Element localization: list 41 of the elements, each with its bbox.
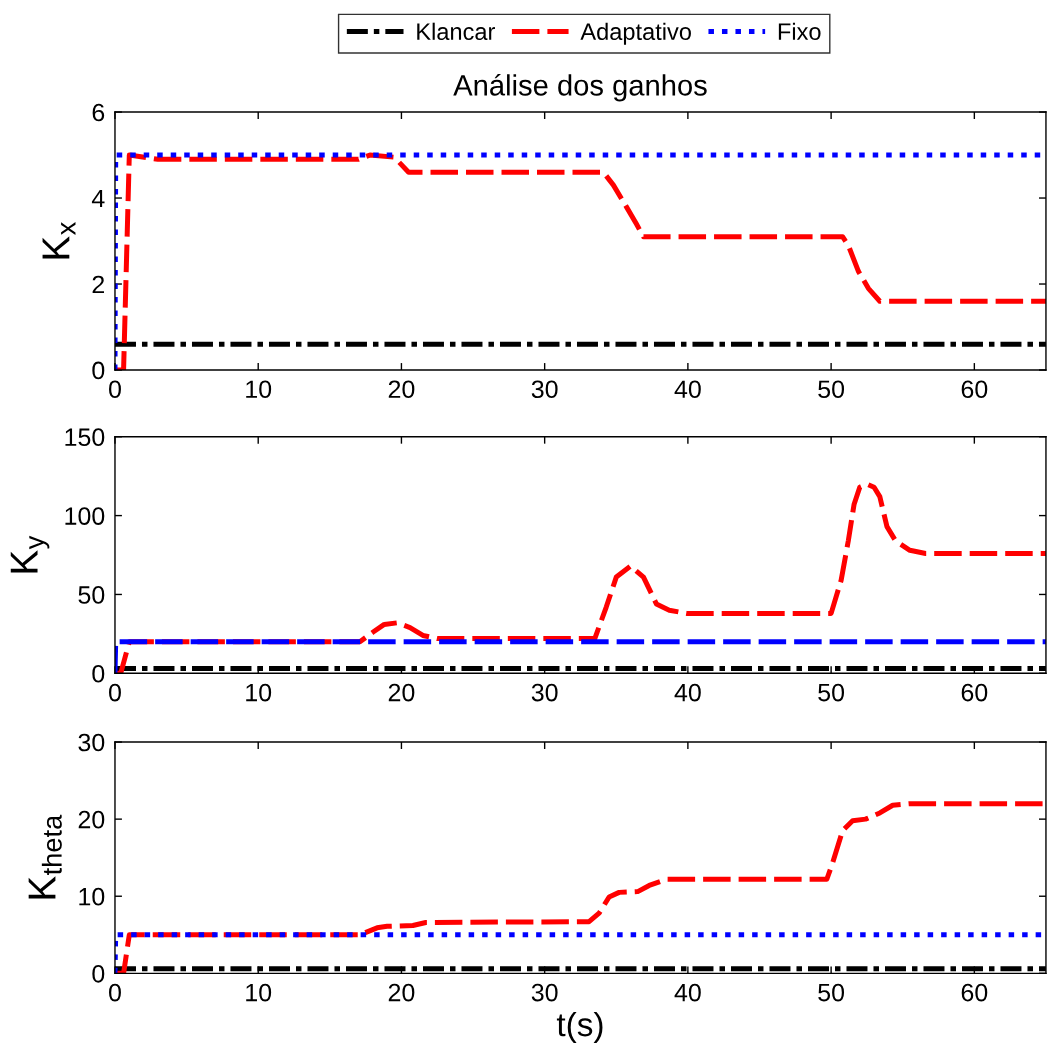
- x-tick-label: 40: [674, 983, 701, 1002]
- x-tick-label: 0: [109, 683, 121, 702]
- x-tick-label: 20: [388, 683, 415, 702]
- y-tick-label: 30: [78, 733, 105, 752]
- x-tick-label: 10: [246, 380, 272, 399]
- legend-label: Adaptativo: [580, 22, 691, 45]
- x-tick-label: 50: [818, 683, 845, 702]
- y-axis-title: K$_{x}$: [42, 222, 76, 259]
- x-tick-label: 20: [388, 983, 415, 1002]
- legend-label: Klancar: [417, 22, 495, 41]
- x-tick-label: 10: [246, 683, 272, 702]
- y-tick-label: 0: [92, 361, 105, 380]
- y-tick-label: 0: [92, 664, 105, 683]
- x-tick-label: 40: [674, 380, 701, 399]
- y-tick-label: 10: [79, 887, 105, 906]
- y-tick-label: 2: [92, 275, 104, 294]
- x-tick-label: 30: [531, 983, 558, 1002]
- chart-title: Análise dos ganhos: [453, 73, 707, 102]
- legend-label: Fixo: [778, 22, 821, 41]
- y-axis-title: K$_{y}$: [10, 535, 50, 573]
- x-tick-label: 40: [674, 683, 701, 702]
- y-tick-label: 50: [78, 586, 105, 604]
- x-axis-title: t(s): [556, 1011, 603, 1043]
- x-tick-label: 50: [818, 380, 845, 399]
- x-tick-label: 60: [961, 683, 988, 702]
- x-tick-label: 60: [961, 380, 988, 399]
- x-tick-label: 0: [109, 380, 121, 399]
- x-tick-label: 30: [531, 683, 558, 702]
- x-tick-label: 50: [818, 983, 845, 1002]
- y-tick-label: 100: [65, 507, 105, 525]
- x-tick-label: 0: [109, 983, 121, 1002]
- y-tick-label: 0: [92, 964, 105, 983]
- x-tick-label: 60: [961, 983, 988, 1002]
- y-tick-label: 150: [65, 428, 105, 447]
- y-axis-title: K$_{theta}$: [28, 814, 62, 899]
- y-tick-label: 20: [78, 810, 105, 829]
- y-tick-label: 6: [92, 103, 105, 122]
- x-tick-label: 30: [531, 380, 558, 399]
- x-tick-label: 20: [388, 380, 415, 399]
- y-tick-label: 4: [91, 189, 105, 208]
- x-tick-label: 10: [246, 983, 272, 1002]
